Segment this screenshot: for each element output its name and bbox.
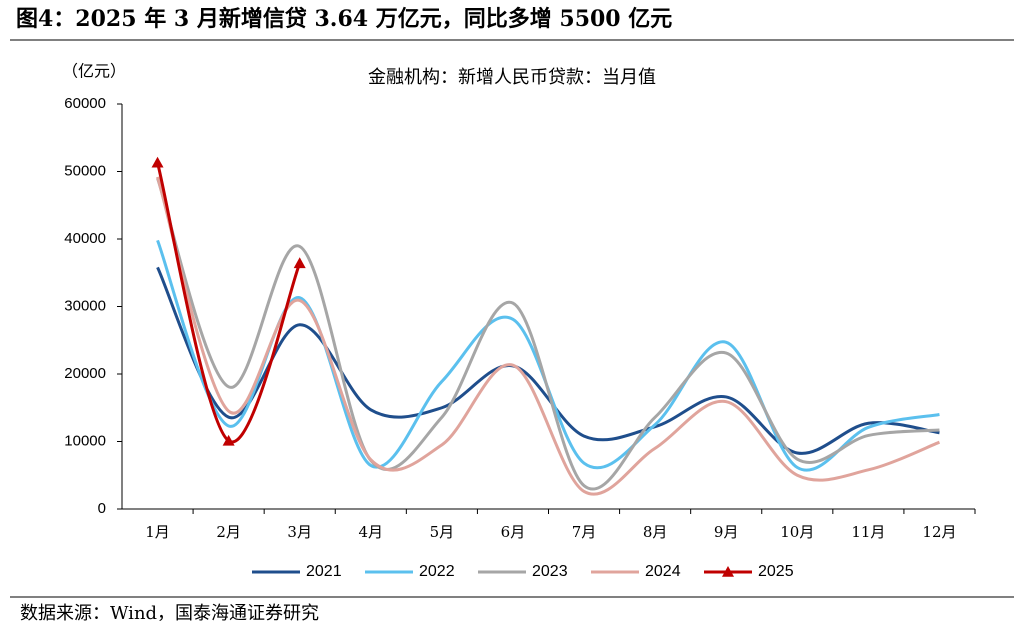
series-line xyxy=(156,176,941,496)
x-tick-label: 7月 xyxy=(572,523,597,541)
x-tick-label: 4月 xyxy=(359,523,384,541)
y-tick-label: 50000 xyxy=(64,162,106,179)
legend-marker xyxy=(722,566,734,577)
legend-label: 2023 xyxy=(532,563,568,580)
series-marker xyxy=(293,257,306,269)
x-tick-label: 12月 xyxy=(922,523,956,541)
series-marker xyxy=(222,434,235,446)
chart-title: 图4：2025 年 3 月新增信贷 3.64 万亿元，同比多增 5500 亿元 xyxy=(16,6,672,32)
series-marker xyxy=(151,156,164,168)
x-tick-label: 5月 xyxy=(430,523,455,541)
y-tick-label: 20000 xyxy=(64,365,106,382)
y-tick-label: 0 xyxy=(98,500,106,517)
legend-label: 2025 xyxy=(758,563,794,580)
y-axis-label: （亿元） xyxy=(62,62,126,81)
x-tick-label: 10月 xyxy=(780,523,814,541)
y-tick-label: 60000 xyxy=(64,95,106,112)
series-line xyxy=(156,162,302,444)
subtitle: 金融机构：新增人民币贷款：当月值 xyxy=(368,67,656,88)
x-tick-label: 8月 xyxy=(643,523,668,541)
legend-label: 2024 xyxy=(645,563,681,580)
x-tick-label: 1月 xyxy=(145,523,170,541)
y-tick-label: 10000 xyxy=(64,432,106,449)
series-line xyxy=(156,177,940,491)
legend-label: 2021 xyxy=(306,563,342,580)
source: 数据来源：Wind，国泰海通证券研究 xyxy=(20,603,319,624)
x-tick-label: 9月 xyxy=(714,523,739,541)
y-tick-label: 40000 xyxy=(64,230,106,247)
x-tick-label: 2月 xyxy=(216,523,241,541)
x-tick-label: 11月 xyxy=(851,523,885,541)
legend-label: 2022 xyxy=(419,563,455,580)
y-tick-label: 30000 xyxy=(64,297,106,314)
x-tick-label: 3月 xyxy=(287,523,312,541)
x-tick-label: 6月 xyxy=(501,523,526,541)
